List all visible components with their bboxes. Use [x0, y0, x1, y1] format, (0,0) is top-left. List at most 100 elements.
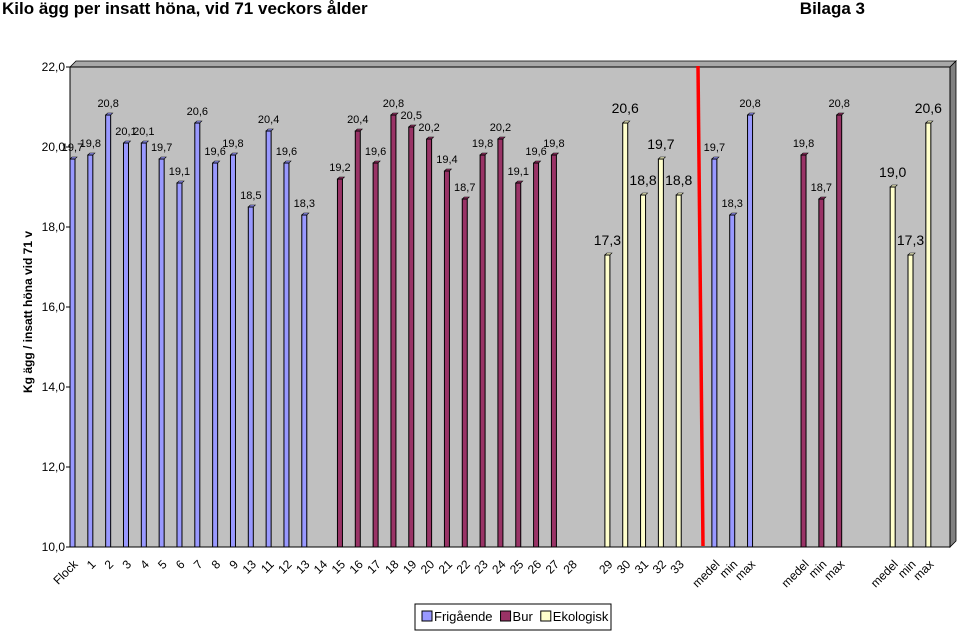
y-tick-label: 10,0: [42, 540, 66, 554]
y-axis-title: Kg ägg / insatt höna vid 71 v: [21, 231, 35, 393]
x-tick-label: 2: [102, 557, 117, 572]
bar: [212, 162, 219, 548]
chart-title: Kilo ägg per insatt höna, vid 71 veckors…: [2, 0, 368, 18]
y-tick-label: 22,0: [42, 60, 66, 74]
plot-right-edge: [949, 60, 957, 548]
bar: [711, 158, 718, 548]
data-label: 19,7: [151, 142, 172, 154]
y-tick-label: 20,0: [42, 140, 66, 154]
data-label: 20,5: [401, 110, 422, 122]
x-tick-label: max: [732, 557, 758, 583]
x-tick-label: 3: [119, 557, 134, 572]
data-label: 20,4: [258, 114, 279, 126]
x-tick-label: 33: [667, 557, 687, 577]
x-tick-label: 5: [155, 557, 170, 572]
legend-box: [414, 603, 612, 631]
bar: [622, 122, 629, 548]
x-tick-label: 1: [84, 557, 99, 572]
legend-entry: Bur: [513, 609, 534, 624]
data-label: 20,6: [915, 100, 942, 116]
legend-entry: Ekologisk: [553, 609, 609, 624]
bar: [122, 142, 129, 548]
data-label: 18,7: [811, 182, 832, 194]
data-label: 19,1: [508, 166, 529, 178]
x-tick-label: 28: [561, 557, 581, 577]
data-label: 19,8: [222, 138, 243, 150]
data-label: 19,7: [704, 142, 725, 154]
x-tick-label: Flock: [50, 557, 81, 588]
x-tick-label: medel: [868, 557, 901, 590]
x-tick-label: 7: [191, 557, 206, 572]
x-tick-label: 6: [173, 557, 188, 572]
data-label: 20,4: [347, 114, 368, 126]
data-label: 19,0: [879, 164, 906, 180]
data-label: 18,3: [721, 198, 742, 210]
data-label: 18,8: [629, 172, 656, 188]
data-label: 19,6: [365, 146, 386, 158]
data-label: 20,6: [187, 106, 208, 118]
appendix-label: Bilaga 3: [799, 0, 865, 18]
data-label: 20,1: [133, 126, 154, 138]
x-tick-label: medel: [779, 557, 812, 590]
data-label: 18,3: [294, 198, 315, 210]
bar: [836, 114, 843, 548]
bar: [390, 114, 397, 548]
y-tick-label: 16,0: [42, 300, 66, 314]
data-label: 19,7: [647, 136, 674, 152]
data-label: 18,7: [454, 182, 475, 194]
data-label: 19,4: [436, 154, 457, 166]
x-tick-label: max: [911, 557, 937, 583]
bar: [443, 170, 450, 548]
x-tick-label: 9: [226, 557, 241, 572]
data-label: 19,2: [329, 162, 350, 174]
bar: [176, 182, 183, 548]
data-label: 18,5: [240, 190, 261, 202]
legend-swatch: [500, 610, 512, 622]
bar: [604, 254, 611, 548]
bar: [640, 194, 647, 548]
bar: [69, 158, 76, 548]
bar: [301, 214, 308, 548]
legend-entry: Frigående: [434, 609, 493, 624]
bar: [140, 142, 147, 548]
bar: [336, 178, 343, 548]
bar: [247, 206, 254, 548]
bar: [550, 154, 557, 548]
data-label: 19,8: [793, 138, 814, 150]
bar: [889, 186, 896, 548]
x-tick-label: medel: [689, 557, 722, 590]
bar: [533, 162, 540, 548]
bar: [907, 254, 914, 548]
data-label: 20,8: [739, 98, 760, 110]
y-tick-label: 12,0: [42, 460, 66, 474]
bar: [747, 114, 754, 548]
data-label: 20,2: [490, 122, 511, 134]
bar: [426, 138, 433, 548]
data-label: 20,8: [828, 98, 849, 110]
x-tick-label: max: [821, 557, 847, 583]
data-label: 20,8: [97, 98, 118, 110]
data-label: 17,3: [594, 232, 621, 248]
bar: [158, 158, 165, 548]
bar: [675, 194, 682, 548]
data-label: 19,7: [62, 142, 83, 154]
data-label: 20,8: [383, 98, 404, 110]
x-tick-label: 8: [209, 557, 224, 572]
data-label: 17,3: [897, 232, 924, 248]
y-tick-label: 14,0: [42, 380, 66, 394]
data-label: 20,1: [115, 126, 136, 138]
summary-divider-line: [696, 65, 705, 547]
bar: [497, 138, 504, 548]
plot-area: [69, 66, 951, 548]
data-label: 20,2: [418, 122, 439, 134]
bar: [729, 214, 736, 548]
bar: [354, 130, 361, 548]
data-label: 19,1: [169, 166, 190, 178]
y-tick-label: 18,0: [42, 220, 66, 234]
legend-swatch: [421, 610, 433, 622]
legend: Frigående Bur Ekologisk: [414, 603, 612, 631]
data-label: 19,6: [204, 146, 225, 158]
bar: [105, 114, 112, 548]
bar: [479, 154, 486, 548]
bar: [515, 182, 522, 548]
